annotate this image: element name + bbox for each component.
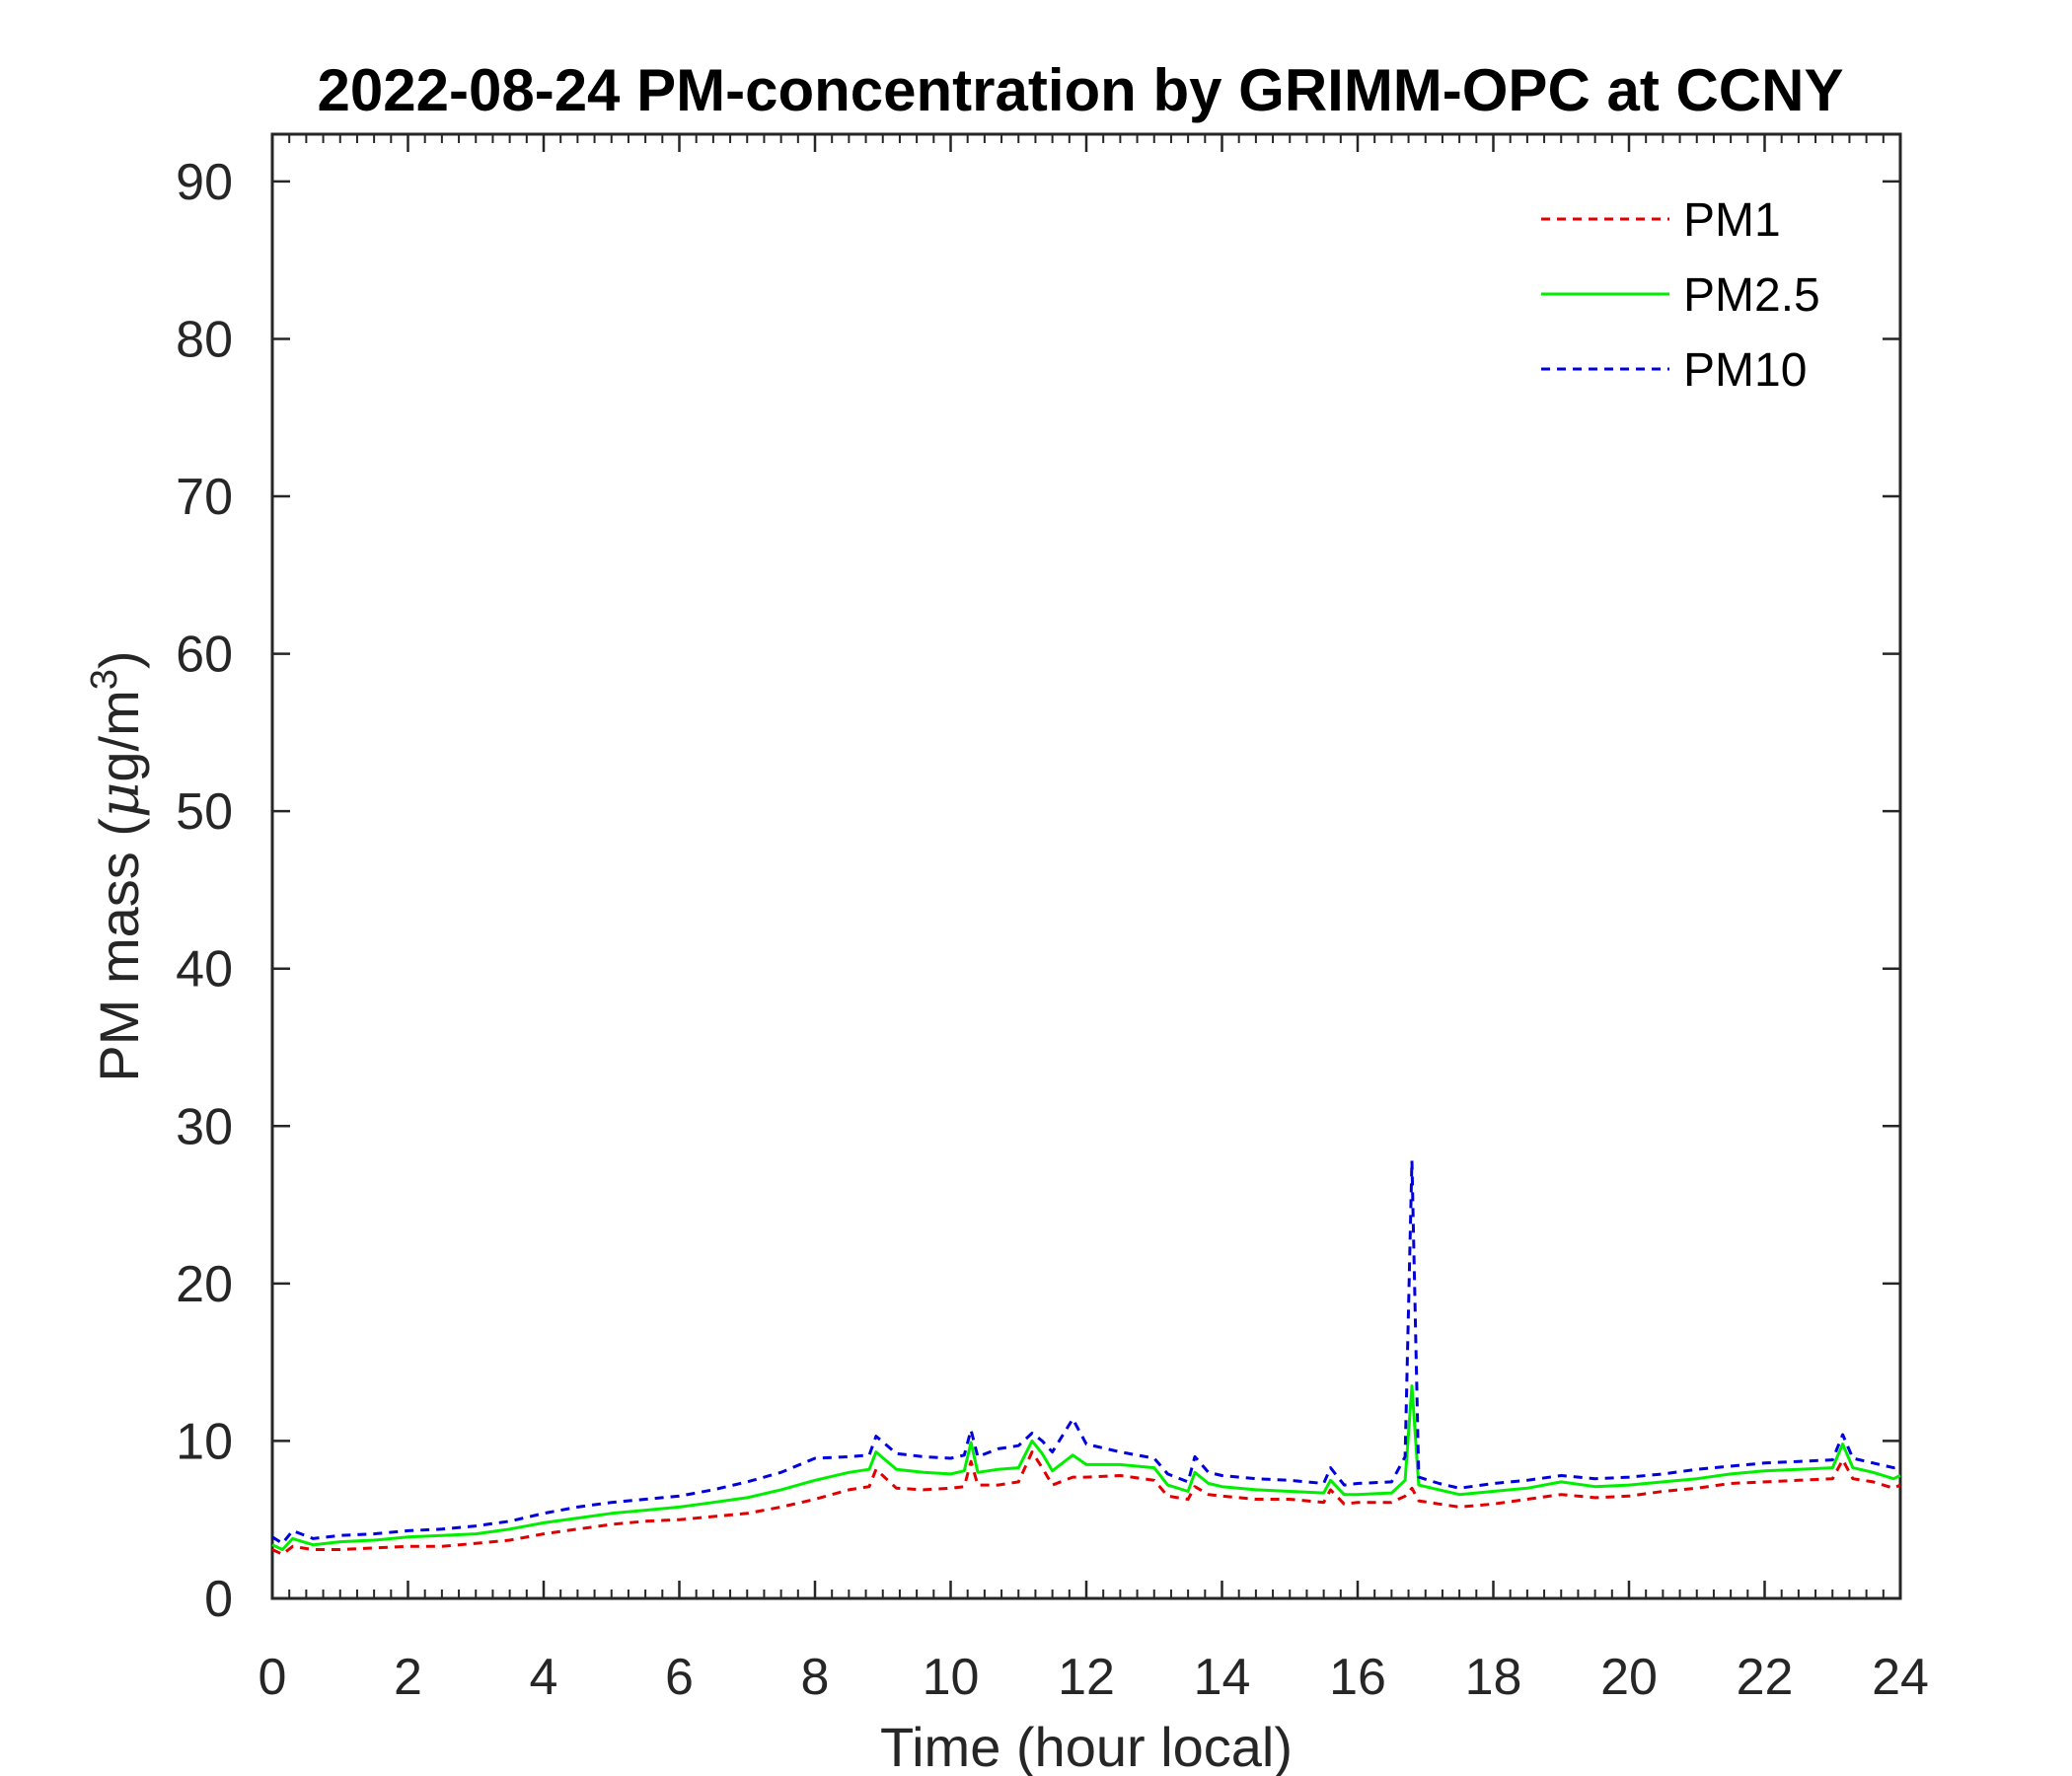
y-tick-label: 30: [176, 1098, 233, 1155]
y-axis-label-mu: μ: [88, 782, 152, 818]
y-tick-label: 0: [204, 1571, 233, 1628]
x-tick-label: 6: [665, 1649, 694, 1706]
x-tick-label: 0: [259, 1649, 287, 1706]
x-tick-label: 4: [530, 1649, 558, 1706]
x-tick-label: 8: [801, 1649, 830, 1706]
y-tick-label: 50: [176, 783, 233, 841]
y-tick-label: 60: [176, 627, 233, 684]
x-tick-label: 12: [1058, 1649, 1115, 1706]
plot-area: [270, 132, 1902, 1600]
y-axis-label-prefix: PM mass (: [88, 818, 150, 1082]
x-tick-label: 20: [1600, 1649, 1658, 1706]
y-axis-label: PM mass (μg/m3): [84, 650, 152, 1081]
y-tick-label: 70: [176, 469, 233, 526]
y-tick-labels: 0 10 20 30 40 50 60 70 80 90: [176, 154, 233, 1628]
x-tick-label: 2: [394, 1649, 422, 1706]
x-tick-label: 24: [1872, 1649, 1929, 1706]
y-tick-label: 90: [176, 154, 233, 211]
y-tick-label: 10: [176, 1413, 233, 1470]
y-tick-label: 20: [176, 1256, 233, 1313]
y-axis-label-unit: g/m: [88, 690, 150, 781]
y-tick-label: 40: [176, 941, 233, 999]
x-axis-label: Time (hour local): [880, 1716, 1293, 1776]
series-line-pm2-5: [271, 1384, 1901, 1551]
x-tick-label: 14: [1194, 1649, 1251, 1706]
legend: PM1 PM2.5 PM10: [1541, 194, 1820, 397]
y-axis-label-superscript: 3: [84, 669, 125, 690]
minor-ticks: [288, 134, 1885, 1598]
legend-label: PM10: [1683, 344, 1807, 397]
series-lines: [271, 1158, 1901, 1556]
y-axis-label-suffix: ): [88, 650, 150, 669]
plot-frame: [270, 132, 1902, 1600]
x-tick-label: 18: [1465, 1649, 1522, 1706]
legend-label: PM1: [1683, 194, 1781, 247]
x-tick-label: 16: [1329, 1649, 1386, 1706]
x-tick-label: 22: [1737, 1649, 1794, 1706]
x-tick-labels: 0 2 4 6 8 10 12 14 16 18 20 22 24: [259, 1649, 1929, 1706]
major-ticks: [270, 134, 1902, 1600]
series-line-pm1: [271, 1450, 1901, 1556]
chart-title: 2022-08-24 PM-concentration by GRIMM-OPC…: [318, 57, 1844, 123]
x-tick-label: 10: [923, 1649, 980, 1706]
y-tick-label: 80: [176, 311, 233, 368]
legend-label: PM2.5: [1683, 269, 1820, 322]
series-line-pm10: [271, 1158, 1901, 1545]
